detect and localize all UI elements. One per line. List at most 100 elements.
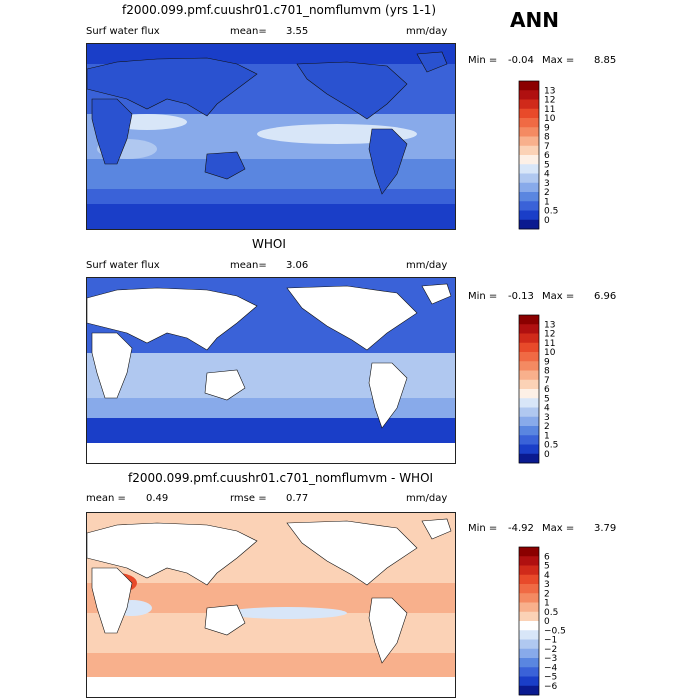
panel2-units: mm/day (406, 260, 448, 271)
colorbar-tick-label: 2 (544, 188, 550, 198)
colorbar-swatch (519, 611, 539, 622)
colorbar-tick-label: 9 (544, 357, 550, 367)
colorbar-swatch (519, 639, 539, 650)
colorbar-swatch (519, 435, 539, 445)
panel3-south-america (368, 597, 408, 664)
panel1-min-value: -0.04 (508, 55, 534, 66)
colorbar-tick-label: 0 (544, 450, 550, 460)
panel1-south-america (368, 128, 408, 195)
colorbar-swatch (519, 324, 539, 334)
colorbar-swatch (519, 667, 539, 677)
colorbar-swatch (519, 315, 539, 325)
panel1-field-label: Surf water flux (86, 26, 160, 37)
panel3-map (86, 512, 456, 698)
colorbar-tick-label: 2 (544, 422, 550, 432)
panel2-colorbar: 13 12 11 10 9 8 7 6 5 4 3 2 1 0.5 0 (518, 314, 598, 468)
panel2-antarctic-gap (87, 443, 455, 463)
panel3-southern-band (87, 653, 455, 677)
colorbar-tick-label: 3 (544, 580, 550, 590)
colorbar-tick-label: −6 (544, 682, 558, 692)
colorbar-swatch (519, 333, 539, 344)
colorbar-swatch (519, 342, 539, 353)
colorbar-tick-label: 7 (544, 376, 550, 386)
colorbar-tick-label: 10 (544, 348, 556, 358)
colorbar-tick-label: 6 (544, 151, 550, 161)
colorbar-swatch (519, 164, 539, 174)
panel3-antarctic-gap (87, 677, 455, 697)
panel1-continents (87, 51, 448, 195)
colorbar-tick-label: −5 (544, 673, 557, 683)
colorbar-swatch (519, 630, 539, 640)
colorbar-swatch (519, 444, 539, 455)
colorbar-swatch (519, 99, 539, 110)
panel3-eurasia (87, 522, 258, 586)
colorbar-swatch (519, 658, 539, 668)
panel3-units: mm/day (406, 493, 448, 504)
colorbar-swatch (519, 173, 539, 184)
panel2-map-svg (87, 278, 455, 463)
colorbar-tick-label: 2 (544, 589, 550, 599)
panel1-map (86, 43, 456, 230)
panel1-australia (204, 151, 246, 180)
colorbar-tick-label: 0.5 (544, 207, 558, 217)
panel2-polar-band (87, 418, 455, 443)
panel1-polar-band (87, 204, 455, 229)
panel2-north-america (286, 285, 418, 351)
panel3-greenland (421, 518, 452, 540)
colorbar-tick-label: 5 (544, 562, 550, 572)
colorbar-swatch (519, 648, 539, 659)
colorbar-swatch (519, 565, 539, 576)
panel2-south-america (368, 362, 408, 429)
colorbar-swatch (519, 118, 539, 128)
colorbar-swatch (519, 556, 539, 566)
panel3-continents (87, 518, 452, 664)
panel2-max-label: Max = (542, 291, 575, 302)
colorbar-swatch (519, 426, 539, 436)
colorbar-swatch (519, 155, 539, 165)
colorbar-tick-label: 13 (544, 86, 555, 96)
panel3-mean-label: mean = (86, 493, 126, 504)
colorbar-swatch (519, 621, 539, 631)
colorbar-tick-label: 3 (544, 179, 550, 189)
panel2-title: WHOI (252, 237, 286, 251)
panel1-min-label: Min = (468, 55, 498, 66)
panel1-units: mm/day (406, 26, 448, 37)
panel2-min-label: Min = (468, 291, 498, 302)
colorbar-swatch (519, 90, 539, 100)
colorbar-tick-label: 4 (544, 170, 550, 180)
colorbar-tick-label: 6 (544, 385, 550, 395)
colorbar-swatch (519, 407, 539, 418)
colorbar-border (518, 80, 540, 230)
colorbar-tick-label: 9 (544, 123, 550, 133)
colorbar-swatch (519, 453, 539, 464)
colorbar-swatch (519, 219, 539, 230)
panel1-north-america (296, 61, 408, 120)
colorbar-border (518, 314, 540, 464)
colorbar-swatch (519, 182, 539, 193)
colorbar-tick-label: −1 (544, 636, 557, 646)
panel2-eurasia (87, 287, 258, 351)
panel3-min-value: -4.92 (508, 523, 534, 534)
panel2-map (86, 277, 456, 464)
colorbar-tick-label: 11 (544, 105, 555, 115)
colorbar-swatch (519, 145, 539, 156)
colorbar-tick-label: 6 (544, 552, 550, 562)
panel3-title: f2000.099.pmf.cuushr01.c701_nomflumvm - … (128, 471, 434, 485)
colorbar-swatch (519, 81, 539, 91)
colorbar-swatch (519, 416, 539, 427)
panel2-field-label: Surf water flux (86, 260, 160, 271)
panel1-mean-value: 3.55 (286, 26, 309, 37)
colorbar-swatch (519, 108, 539, 119)
colorbar-tick-label: 5 (544, 394, 550, 404)
panel3-colorbar: 6 5 4 3 2 1 0.5 0 −0.5 −1 −2 −3 −4 −5 −6 (518, 546, 598, 700)
colorbar-swatch (519, 685, 539, 696)
colorbar-swatch (519, 593, 539, 603)
panel1-max-value: 8.85 (594, 55, 617, 66)
panel3-max-value: 3.79 (594, 523, 617, 534)
colorbar-tick-label: 1 (544, 197, 550, 207)
panel3-max-label: Max = (542, 523, 575, 534)
colorbar-tick-label: 10 (544, 114, 556, 124)
